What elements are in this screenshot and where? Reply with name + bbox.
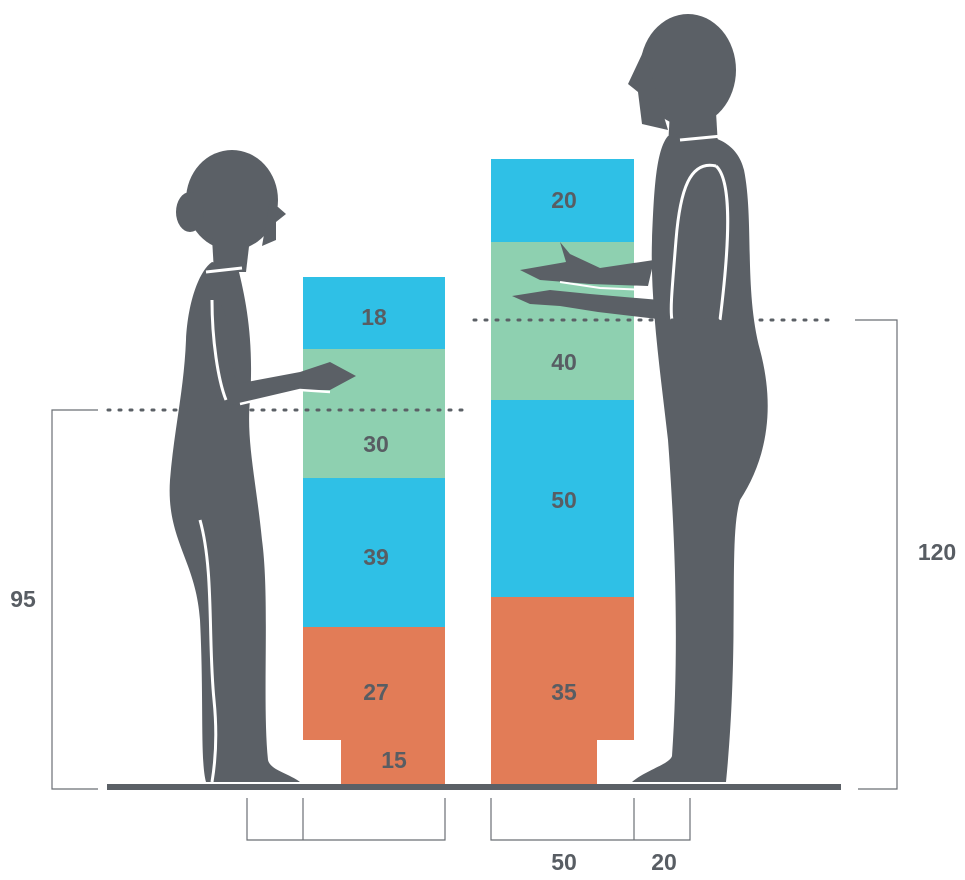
left-segment-base-label: 15 [381, 747, 407, 773]
right-segment-top-label: 20 [551, 187, 577, 213]
man-silhouette-icon [512, 14, 768, 782]
left-segment-blue [303, 478, 445, 627]
right-segment-green-label: 40 [551, 349, 577, 375]
left-stack [303, 277, 445, 785]
left-segment-top-label: 18 [361, 304, 387, 330]
left-segment-orange-label: 27 [363, 679, 389, 705]
left-segment-orange [303, 627, 445, 740]
bottom-left-width-bracket [246, 798, 446, 841]
right-height-bracket [855, 319, 898, 790]
right-height-label: 120 [918, 539, 956, 565]
left-segment-base [341, 740, 445, 785]
right-segment-orange [491, 597, 634, 740]
bottom-right-width-bracket [490, 798, 691, 841]
bottom-width-side-label: 20 [651, 849, 677, 875]
right-segment-orange-label: 35 [551, 679, 577, 705]
left-height-label: 95 [10, 586, 36, 612]
left-segment-green-label: 30 [363, 431, 389, 457]
right-segment-top [491, 159, 634, 242]
right-segment-blue [491, 400, 634, 597]
left-segment-blue-label: 39 [363, 544, 389, 570]
right-segment-blue-label: 50 [551, 487, 577, 513]
left-segment-top [303, 277, 445, 349]
bottom-width-main-label: 50 [551, 849, 577, 875]
woman-silhouette-icon [169, 150, 356, 783]
left-height-bracket [51, 409, 98, 790]
floor-line [107, 784, 841, 790]
right-segment-base [491, 740, 597, 785]
